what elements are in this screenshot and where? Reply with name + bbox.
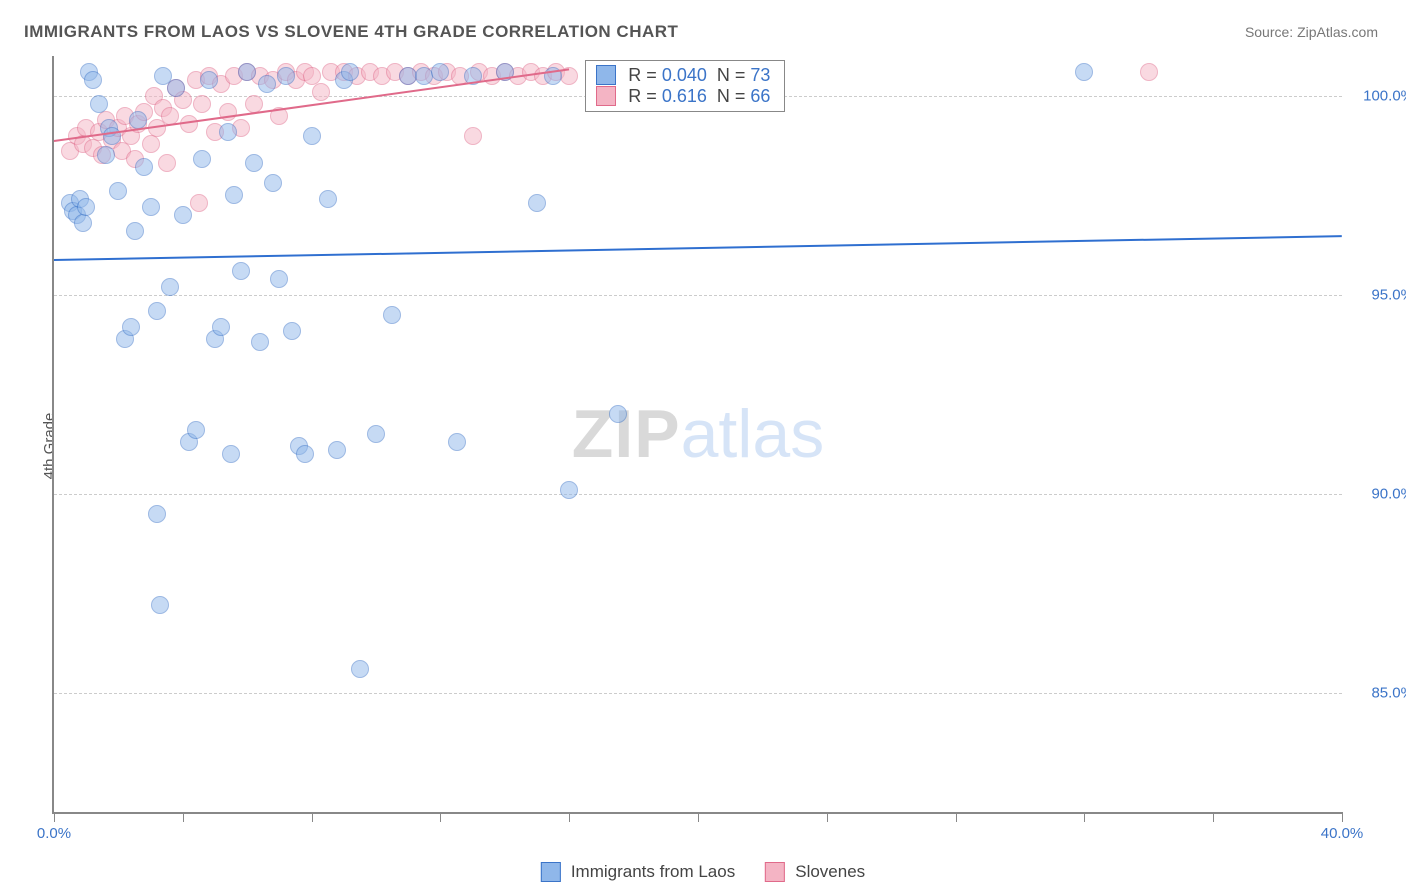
scatter-point xyxy=(174,206,192,224)
scatter-point xyxy=(251,333,269,351)
scatter-point xyxy=(151,596,169,614)
y-tick-label: 95.0% xyxy=(1354,286,1406,303)
scatter-point xyxy=(232,262,250,280)
x-tick xyxy=(698,812,699,822)
scatter-point xyxy=(158,154,176,172)
scatter-point xyxy=(283,322,301,340)
scatter-point xyxy=(383,306,401,324)
scatter-point xyxy=(142,198,160,216)
legend-stats-text: R = 0.040 N = 73 xyxy=(628,65,770,86)
scatter-point xyxy=(212,318,230,336)
x-tick-label: 0.0% xyxy=(37,825,71,842)
watermark: ZIPatlas xyxy=(572,395,824,473)
x-tick xyxy=(54,812,55,822)
x-tick xyxy=(1213,812,1214,822)
scatter-point xyxy=(609,405,627,423)
legend-swatch-laos xyxy=(541,862,561,882)
scatter-point xyxy=(560,481,578,499)
scatter-point xyxy=(238,63,256,81)
scatter-point xyxy=(109,182,127,200)
scatter-point xyxy=(328,441,346,459)
scatter-point xyxy=(264,174,282,192)
legend-item-slovenes: Slovenes xyxy=(765,862,865,882)
scatter-point xyxy=(258,75,276,93)
scatter-point xyxy=(90,95,108,113)
legend-stats-row: R = 0.616 N = 66 xyxy=(596,86,770,107)
scatter-point xyxy=(245,154,263,172)
scatter-point xyxy=(129,111,147,129)
grid-line xyxy=(54,693,1342,694)
legend-stats-swatch xyxy=(596,65,616,85)
x-tick-label: 40.0% xyxy=(1321,825,1364,842)
x-tick xyxy=(183,812,184,822)
watermark-zip: ZIP xyxy=(572,396,681,472)
legend-stats-row: R = 0.040 N = 73 xyxy=(596,65,770,86)
scatter-point xyxy=(135,158,153,176)
source-label: Source: ZipAtlas.com xyxy=(1245,24,1378,40)
scatter-point xyxy=(341,63,359,81)
legend-label-slovenes: Slovenes xyxy=(795,862,865,882)
scatter-point xyxy=(528,194,546,212)
y-tick-label: 90.0% xyxy=(1354,485,1406,502)
x-tick xyxy=(312,812,313,822)
y-tick-label: 85.0% xyxy=(1354,684,1406,701)
legend-stats: R = 0.040 N = 73R = 0.616 N = 66 xyxy=(585,60,785,112)
grid-line xyxy=(54,494,1342,495)
scatter-point xyxy=(190,194,208,212)
scatter-point xyxy=(431,63,449,81)
scatter-point xyxy=(1075,63,1093,81)
y-tick-label: 100.0% xyxy=(1354,87,1406,104)
scatter-point xyxy=(97,146,115,164)
scatter-point xyxy=(167,79,185,97)
scatter-point xyxy=(77,198,95,216)
plot-area: ZIPatlas 85.0%90.0%95.0%100.0%0.0%40.0%R… xyxy=(52,56,1342,814)
grid-line xyxy=(54,295,1342,296)
scatter-point xyxy=(303,127,321,145)
scatter-point xyxy=(319,190,337,208)
scatter-point xyxy=(187,421,205,439)
scatter-point xyxy=(200,71,218,89)
x-tick xyxy=(956,812,957,822)
scatter-point xyxy=(142,135,160,153)
x-tick xyxy=(1084,812,1085,822)
scatter-point xyxy=(367,425,385,443)
legend-bottom: Immigrants from Laos Slovenes xyxy=(541,862,865,882)
scatter-point xyxy=(448,433,466,451)
scatter-point xyxy=(148,302,166,320)
x-tick xyxy=(1342,812,1343,822)
x-tick xyxy=(440,812,441,822)
legend-stats-text: R = 0.616 N = 66 xyxy=(628,86,770,107)
scatter-point xyxy=(270,270,288,288)
trend-line xyxy=(54,235,1342,261)
scatter-point xyxy=(1140,63,1158,81)
x-tick xyxy=(827,812,828,822)
chart-title: IMMIGRANTS FROM LAOS VS SLOVENE 4TH GRAD… xyxy=(24,22,678,42)
scatter-point xyxy=(103,127,121,145)
x-tick xyxy=(569,812,570,822)
scatter-point xyxy=(148,505,166,523)
legend-item-laos: Immigrants from Laos xyxy=(541,862,735,882)
scatter-point xyxy=(161,278,179,296)
scatter-point xyxy=(126,222,144,240)
watermark-atlas: atlas xyxy=(681,396,825,472)
legend-label-laos: Immigrants from Laos xyxy=(571,862,735,882)
legend-swatch-slovenes xyxy=(765,862,785,882)
scatter-point xyxy=(222,445,240,463)
scatter-point xyxy=(464,127,482,145)
scatter-point xyxy=(122,318,140,336)
scatter-point xyxy=(225,186,243,204)
scatter-point xyxy=(245,95,263,113)
scatter-point xyxy=(193,150,211,168)
scatter-point xyxy=(277,67,295,85)
legend-stats-swatch xyxy=(596,86,616,106)
scatter-point xyxy=(351,660,369,678)
scatter-point xyxy=(312,83,330,101)
scatter-point xyxy=(74,214,92,232)
scatter-point xyxy=(84,71,102,89)
scatter-point xyxy=(296,445,314,463)
scatter-point xyxy=(193,95,211,113)
scatter-point xyxy=(219,123,237,141)
